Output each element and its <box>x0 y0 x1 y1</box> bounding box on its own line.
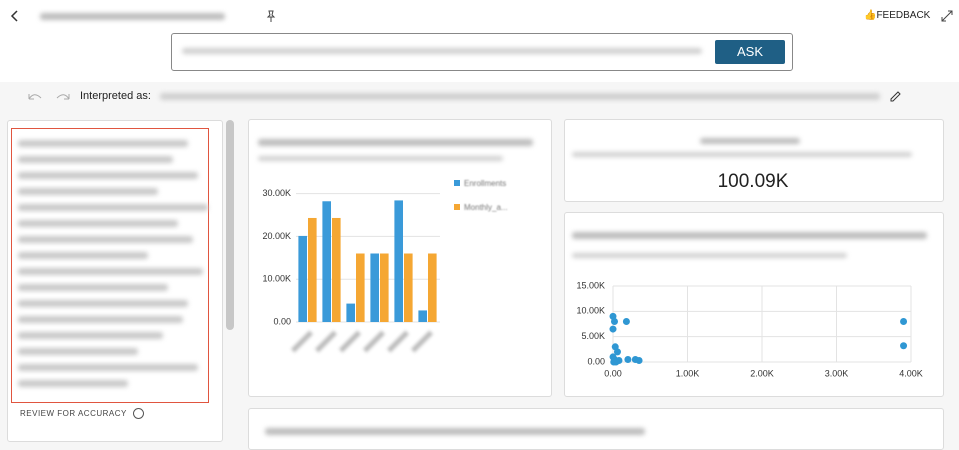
x-tick-label: 3.00K <box>825 368 849 378</box>
y-tick-label: 20.00K <box>262 231 291 241</box>
bar <box>370 253 379 322</box>
blurred-interpretation <box>160 93 880 100</box>
y-tick-label: 10.00K <box>262 274 291 284</box>
y-tick-label: 15.00K <box>576 280 605 290</box>
point <box>624 355 632 363</box>
y-tick-label: 30.00K <box>262 188 291 198</box>
bar <box>346 303 355 322</box>
blurred-answer-line <box>18 364 198 371</box>
point <box>609 325 617 333</box>
blurred-x-label <box>291 330 313 353</box>
answer-box <box>11 128 209 403</box>
kpi-value: 100.09K <box>717 171 789 192</box>
legend-label: Enrollments <box>464 179 506 188</box>
blurred-card-title <box>572 232 927 239</box>
feedback-label[interactable]: FEEDBACK <box>876 10 931 21</box>
point <box>900 317 908 325</box>
y-tick-label: 10.00K <box>576 306 605 316</box>
blurred-card-title <box>258 139 533 146</box>
blurred-title <box>40 13 225 20</box>
bar <box>356 253 365 322</box>
bar <box>308 217 317 322</box>
scatter-card <box>564 212 944 397</box>
blurred-answer-line <box>18 188 158 195</box>
point <box>610 358 618 366</box>
blurred-answer-line <box>18 380 128 387</box>
feedback[interactable]: 👍FEEDBACK <box>864 10 931 21</box>
blurred-card-subtitle <box>572 253 847 258</box>
legend-swatch <box>454 180 460 186</box>
y-tick-label: 5.00K <box>581 331 605 341</box>
back-icon[interactable] <box>8 9 22 23</box>
point <box>613 348 621 356</box>
blurred-kpi-title <box>700 138 800 144</box>
blurred-answer-line <box>18 316 183 323</box>
blurred-x-label <box>387 330 409 353</box>
x-tick-label: 2.00K <box>750 368 774 378</box>
point <box>635 356 643 364</box>
blurred-answer-line <box>18 268 203 275</box>
blurred-answer-line <box>18 220 178 227</box>
blurred-answer-line <box>18 140 188 147</box>
blurred-x-label <box>315 330 337 353</box>
blurred-answer-line <box>18 300 188 307</box>
blurred-answer-line <box>18 284 168 291</box>
point <box>900 342 908 350</box>
blurred-query <box>182 48 702 54</box>
bar <box>322 201 331 322</box>
blurred-answer-line <box>18 172 198 179</box>
blurred-kpi-subtitle <box>572 152 912 157</box>
y-tick-label: 0.00 <box>273 316 291 326</box>
blurred-answer-line <box>18 332 163 339</box>
blurred-card-title <box>265 428 645 435</box>
bar <box>298 235 307 322</box>
point <box>610 317 618 325</box>
x-tick-label: 4.00K <box>899 368 923 378</box>
blurred-x-label <box>363 330 385 353</box>
edit-icon[interactable] <box>888 88 902 102</box>
bar <box>428 253 437 322</box>
bar <box>404 253 413 322</box>
scrollbar[interactable] <box>226 120 234 330</box>
ask-button[interactable]: ASK <box>715 40 785 64</box>
undo-redo[interactable] <box>26 89 72 103</box>
pin-icon[interactable] <box>264 9 278 23</box>
x-tick-label: 0.00 <box>604 368 622 378</box>
blurred-answer-line <box>18 156 173 163</box>
review-label[interactable]: REVIEW FOR ACCURACY <box>20 409 127 418</box>
bar <box>380 253 389 322</box>
interpreted-label: Interpreted as: <box>80 90 151 102</box>
y-tick-label: 0.00 <box>587 356 605 366</box>
blurred-x-label <box>339 330 361 353</box>
info-icon[interactable] <box>133 408 144 419</box>
bar <box>394 200 403 322</box>
bar <box>418 310 427 322</box>
legend-swatch <box>454 204 460 210</box>
kpi-card <box>564 119 944 202</box>
legend-label: Monthly_a... <box>464 203 508 212</box>
bar <box>332 217 341 322</box>
x-tick-label: 1.00K <box>676 368 700 378</box>
blurred-card-subtitle <box>258 156 503 161</box>
blurred-answer-line <box>18 204 208 211</box>
blurred-answer-line <box>18 236 193 243</box>
expand-icon[interactable] <box>940 9 954 23</box>
blurred-x-label <box>411 330 433 353</box>
scatter-chart: 0.00 5.00K 10.00K 15.00K 0.00 1.00K 2.00K 3.00K… <box>576 280 923 378</box>
blurred-answer-line <box>18 252 148 259</box>
bar-chart: 0.00 10.00K 20.00K 30.00K Enrollments Monthly… <box>262 179 508 353</box>
point <box>622 317 630 325</box>
blurred-answer-line <box>18 348 138 355</box>
